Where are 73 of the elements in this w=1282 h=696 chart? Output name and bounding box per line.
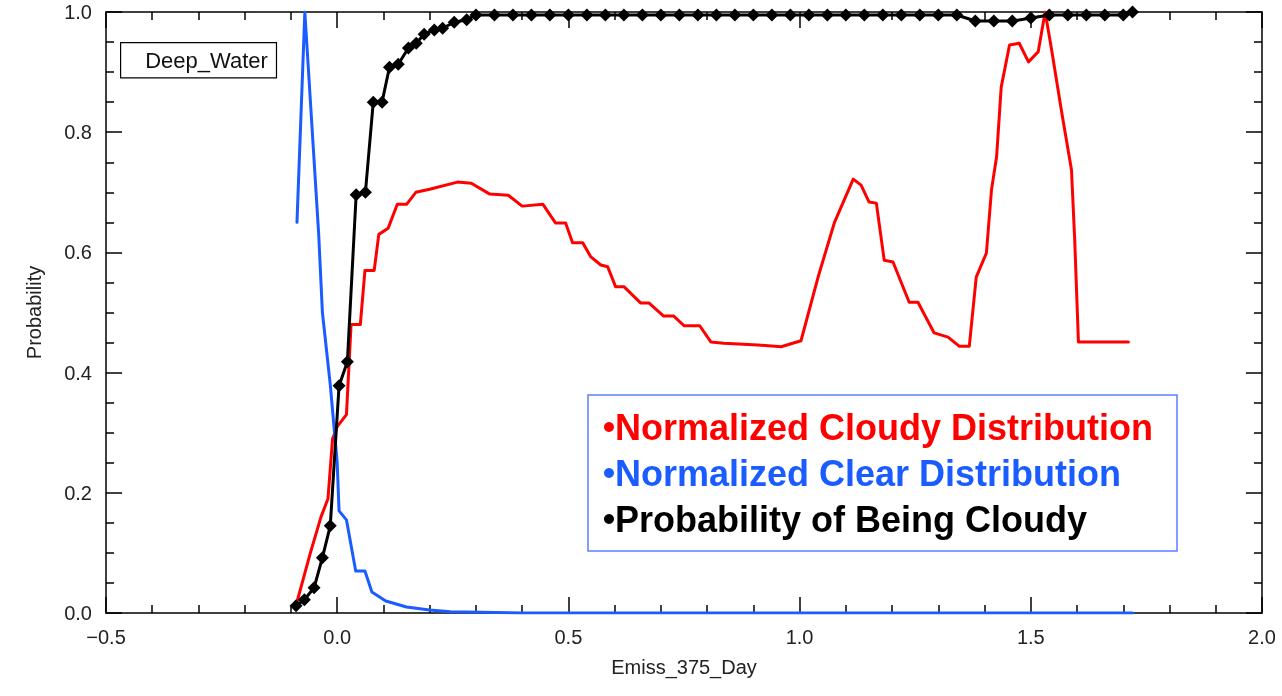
point <box>728 8 742 22</box>
point <box>931 8 945 22</box>
point <box>1116 8 1130 22</box>
point <box>469 8 483 22</box>
point <box>1079 8 1093 22</box>
x-tick-label: 1.0 <box>785 626 814 648</box>
x-tick-label: 2.0 <box>1248 626 1276 648</box>
y-tick-label: 0.0 <box>64 602 92 624</box>
legend-label: Normalized Clear Distribution <box>614 452 1122 494</box>
point <box>839 8 853 22</box>
point <box>332 379 346 393</box>
annotation: Deep_Water <box>145 47 268 73</box>
point <box>561 8 575 22</box>
point <box>1024 11 1038 25</box>
point <box>349 188 363 202</box>
point <box>968 14 982 28</box>
x-tick-label: 0.0 <box>323 626 352 648</box>
point <box>598 8 612 22</box>
legend-label: Probability of Being Cloudy <box>614 498 1087 540</box>
point <box>709 8 723 22</box>
point <box>417 27 431 41</box>
point <box>950 8 964 22</box>
point <box>617 8 631 22</box>
point <box>635 8 649 22</box>
point <box>391 57 405 71</box>
y-tick-label: 1.0 <box>64 1 92 23</box>
point <box>765 8 779 22</box>
point <box>783 8 797 22</box>
point <box>401 41 415 55</box>
x-axis-title: Emiss_375_Day <box>611 656 757 679</box>
point <box>447 15 461 29</box>
y-tick-label: 0.8 <box>64 121 92 144</box>
point <box>672 8 686 22</box>
point <box>1126 5 1140 19</box>
point <box>691 8 705 22</box>
y-axis-title: Probability <box>23 265 45 360</box>
point <box>543 8 557 22</box>
point <box>524 8 538 22</box>
point <box>876 8 890 22</box>
point <box>487 8 501 22</box>
point <box>1042 8 1056 22</box>
point <box>894 8 908 22</box>
point <box>802 8 816 22</box>
point <box>307 581 321 595</box>
y-tick-label: 0.4 <box>64 361 92 384</box>
point <box>820 8 834 22</box>
y-tick-label: 0.2 <box>64 481 92 504</box>
point <box>409 36 423 50</box>
y-tick-label: 0.6 <box>64 241 92 264</box>
point <box>987 14 1001 28</box>
point <box>358 185 372 199</box>
point <box>580 8 594 22</box>
point <box>323 519 337 533</box>
point <box>297 593 311 607</box>
point <box>746 8 760 22</box>
point <box>506 8 520 22</box>
point <box>1098 8 1112 22</box>
point <box>857 8 871 22</box>
point <box>289 599 303 613</box>
point <box>913 8 927 22</box>
point <box>1005 14 1019 28</box>
point <box>460 13 474 27</box>
point <box>315 551 329 565</box>
point <box>340 355 354 369</box>
point <box>382 60 396 74</box>
point <box>436 21 450 35</box>
x-tick-label: −0.5 <box>86 626 126 648</box>
legend-label: Normalized Cloudy Distribution <box>614 406 1153 448</box>
x-tick-label: 1.5 <box>1016 626 1045 648</box>
point <box>1061 8 1075 22</box>
x-tick-label: 0.5 <box>554 626 583 648</box>
point <box>375 95 389 109</box>
point <box>654 8 668 22</box>
